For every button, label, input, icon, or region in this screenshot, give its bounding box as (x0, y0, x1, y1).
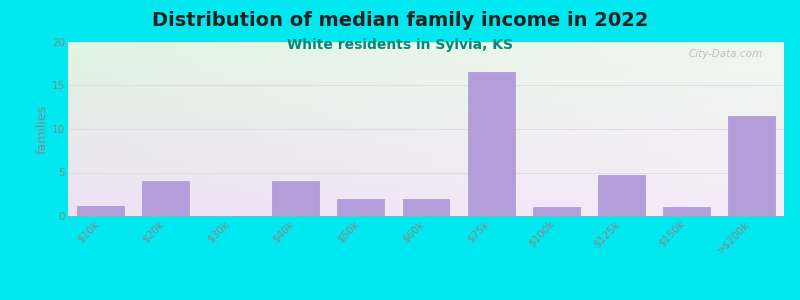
Bar (272, 181, 319, 216)
Bar (142, 181, 189, 216)
Bar (468, 72, 514, 216)
Bar (533, 207, 580, 216)
Bar (728, 116, 775, 216)
Y-axis label: families: families (36, 104, 49, 154)
Bar (77, 206, 124, 216)
Bar (402, 199, 450, 216)
Bar (663, 207, 710, 216)
Bar (598, 175, 645, 216)
Text: White residents in Sylvia, KS: White residents in Sylvia, KS (287, 38, 513, 52)
Text: City-Data.com: City-Data.com (688, 49, 762, 59)
Text: Distribution of median family income in 2022: Distribution of median family income in … (152, 11, 648, 29)
Bar (338, 199, 384, 216)
